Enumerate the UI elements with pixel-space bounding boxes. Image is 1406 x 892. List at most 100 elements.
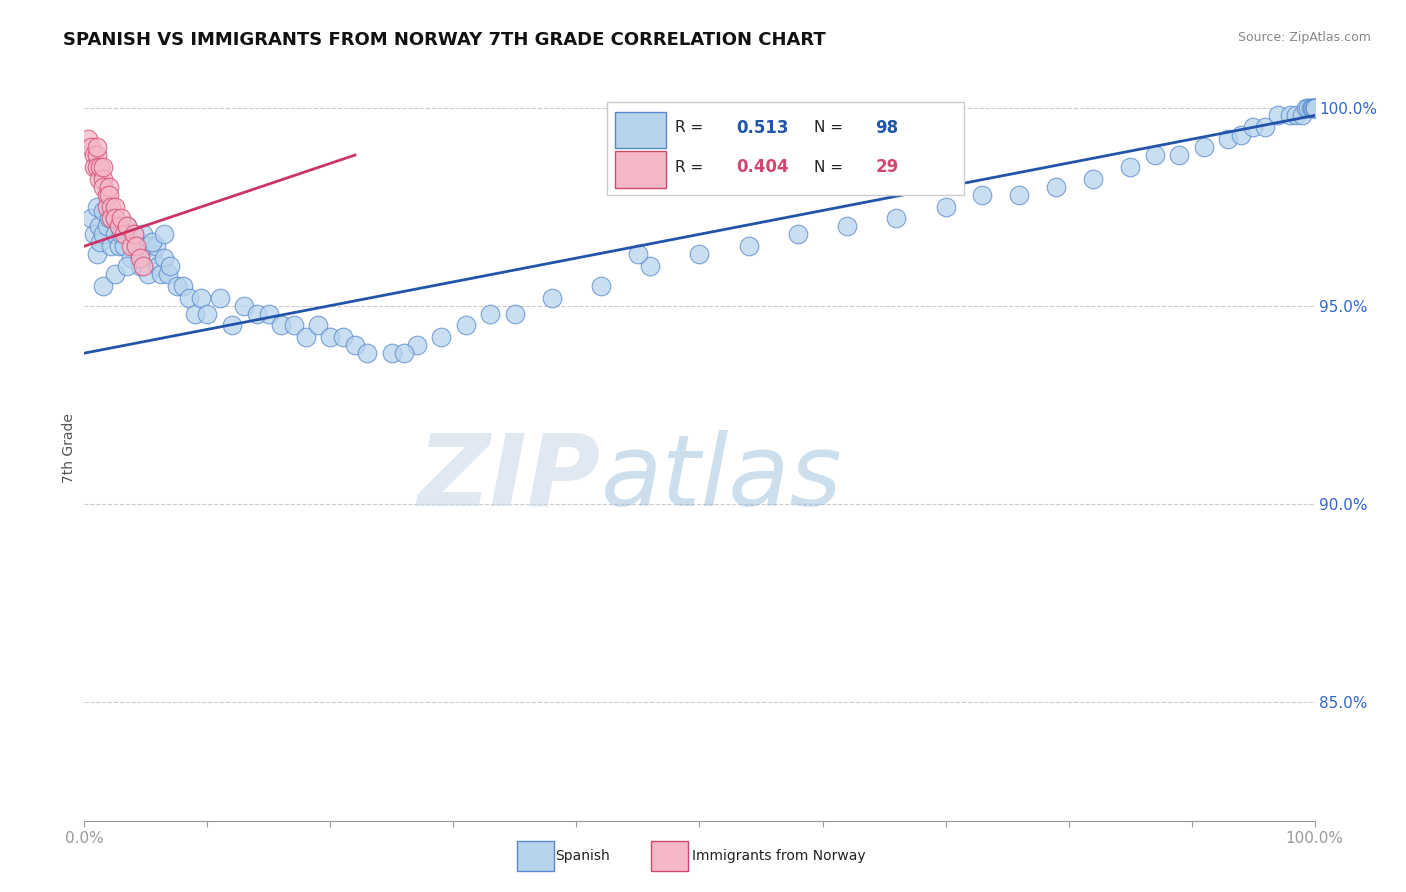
Point bbox=[77, 132, 100, 146]
Point bbox=[1299, 101, 1322, 115]
Point bbox=[738, 239, 761, 253]
Point bbox=[104, 227, 127, 242]
Point bbox=[1303, 101, 1326, 115]
FancyBboxPatch shape bbox=[614, 112, 666, 148]
Point bbox=[117, 259, 139, 273]
Text: Immigrants from Norway: Immigrants from Norway bbox=[692, 849, 865, 863]
Point bbox=[1267, 108, 1289, 122]
Point bbox=[104, 267, 127, 281]
Point bbox=[197, 306, 219, 320]
Point bbox=[86, 160, 108, 174]
Point bbox=[177, 291, 200, 305]
Point bbox=[344, 338, 367, 352]
Point bbox=[86, 140, 108, 154]
Point bbox=[394, 346, 416, 360]
Point bbox=[640, 259, 662, 273]
Point bbox=[138, 267, 160, 281]
Point bbox=[141, 235, 163, 250]
Point bbox=[91, 179, 114, 194]
Point bbox=[86, 148, 108, 162]
Point bbox=[1045, 179, 1067, 194]
FancyBboxPatch shape bbox=[614, 151, 666, 187]
Text: R =: R = bbox=[675, 160, 709, 175]
Point bbox=[1083, 171, 1105, 186]
Point bbox=[257, 306, 280, 320]
Point bbox=[1298, 101, 1320, 115]
Point bbox=[184, 306, 207, 320]
Point bbox=[100, 200, 122, 214]
Point bbox=[87, 171, 111, 186]
Point bbox=[98, 187, 120, 202]
Point bbox=[98, 179, 120, 194]
Point bbox=[319, 330, 342, 344]
Point bbox=[307, 318, 329, 333]
Point bbox=[104, 200, 127, 214]
Point bbox=[83, 227, 105, 242]
Point bbox=[1192, 140, 1215, 154]
Point bbox=[79, 211, 101, 226]
Point bbox=[208, 291, 231, 305]
Text: R =: R = bbox=[675, 120, 709, 136]
Point bbox=[132, 259, 155, 273]
Point bbox=[91, 227, 114, 242]
Point bbox=[117, 219, 139, 234]
Point bbox=[96, 219, 118, 234]
Point bbox=[112, 239, 135, 253]
Point bbox=[83, 148, 105, 162]
Point bbox=[91, 203, 114, 218]
Point bbox=[100, 239, 122, 253]
Point bbox=[153, 227, 176, 242]
Point bbox=[128, 251, 150, 265]
Point bbox=[112, 227, 135, 242]
Point bbox=[83, 160, 105, 174]
Point bbox=[172, 278, 194, 293]
Point bbox=[159, 259, 181, 273]
Point bbox=[86, 200, 108, 214]
Point bbox=[120, 239, 142, 253]
Point bbox=[270, 318, 292, 333]
Point bbox=[128, 259, 150, 273]
Text: SPANISH VS IMMIGRANTS FROM NORWAY 7TH GRADE CORRELATION CHART: SPANISH VS IMMIGRANTS FROM NORWAY 7TH GR… bbox=[63, 31, 825, 49]
Point bbox=[332, 330, 354, 344]
Point bbox=[91, 278, 114, 293]
Point bbox=[233, 299, 256, 313]
Point bbox=[96, 200, 118, 214]
Point bbox=[430, 330, 453, 344]
Point bbox=[120, 251, 142, 265]
Point bbox=[110, 227, 132, 242]
Point bbox=[89, 160, 111, 174]
Point bbox=[87, 219, 111, 234]
Point bbox=[454, 318, 477, 333]
Text: Spanish: Spanish bbox=[555, 849, 610, 863]
Point bbox=[96, 187, 118, 202]
Point bbox=[886, 211, 908, 226]
Point bbox=[972, 187, 994, 202]
Point bbox=[689, 247, 711, 261]
Point bbox=[381, 346, 404, 360]
Point bbox=[190, 291, 212, 305]
Text: 98: 98 bbox=[876, 119, 898, 137]
Point bbox=[149, 267, 172, 281]
Point bbox=[503, 306, 526, 320]
Point bbox=[295, 330, 318, 344]
Point bbox=[1254, 120, 1277, 135]
Point bbox=[1168, 148, 1191, 162]
Point bbox=[153, 251, 176, 265]
Point bbox=[787, 227, 810, 242]
Point bbox=[122, 227, 145, 242]
Point bbox=[125, 239, 148, 253]
Point bbox=[86, 247, 108, 261]
Point bbox=[166, 278, 188, 293]
Point bbox=[591, 278, 613, 293]
Point bbox=[479, 306, 502, 320]
Point bbox=[283, 318, 305, 333]
Point bbox=[541, 291, 564, 305]
Point bbox=[356, 346, 378, 360]
Text: 29: 29 bbox=[876, 159, 898, 177]
Point bbox=[1303, 101, 1326, 115]
Point bbox=[1295, 101, 1317, 115]
Point bbox=[100, 211, 122, 226]
Point bbox=[157, 267, 180, 281]
Point bbox=[89, 235, 111, 250]
Y-axis label: 7th Grade: 7th Grade bbox=[62, 413, 76, 483]
